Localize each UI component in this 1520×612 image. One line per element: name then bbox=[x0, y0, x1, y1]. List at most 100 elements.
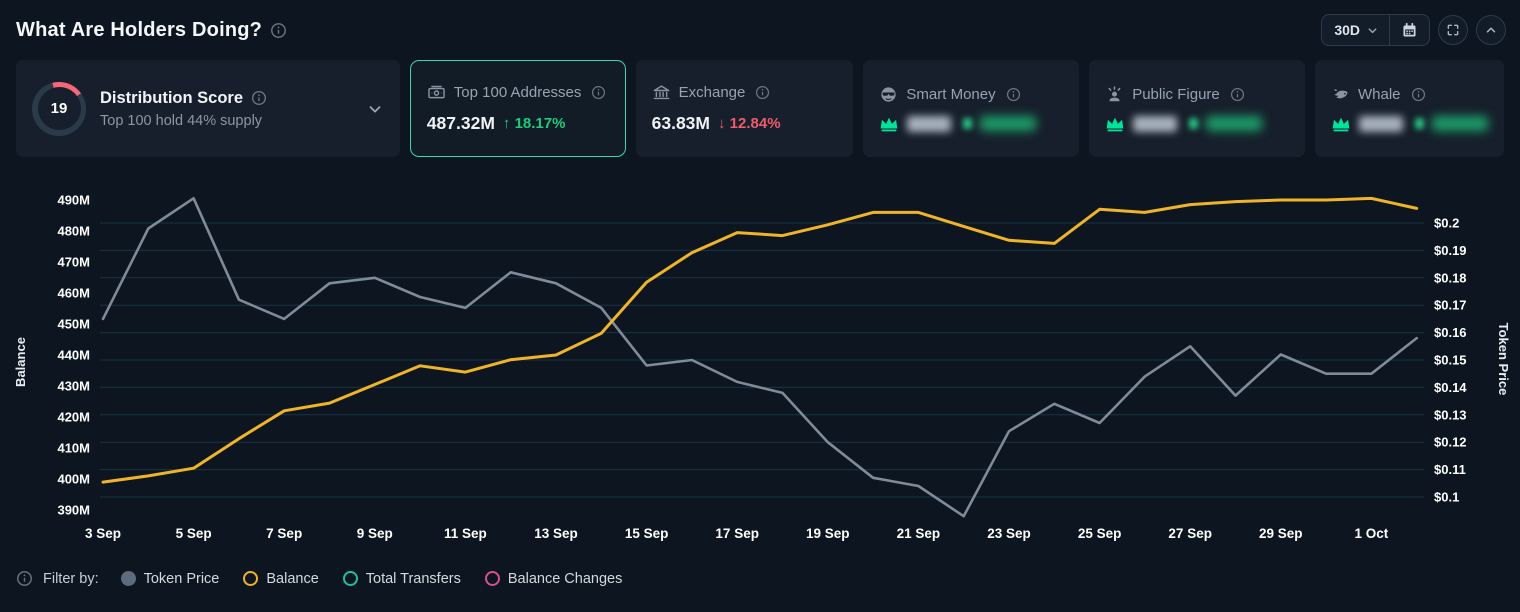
right-axis-tick: $0.11 bbox=[1434, 462, 1466, 477]
card-label: Public Figure bbox=[1132, 86, 1220, 103]
time-range-pill: 30D bbox=[1321, 14, 1430, 46]
card-label: Smart Money bbox=[906, 86, 996, 103]
distribution-text: Distribution Score Top 100 hold 44% supp… bbox=[100, 89, 267, 129]
legend-item-total-transfers[interactable]: Total Transfers bbox=[342, 571, 461, 587]
legend-dot-icon bbox=[120, 571, 136, 586]
card-top100-addresses[interactable]: Top 100 Addresses 487.32M ↑ 18.17% bbox=[409, 60, 626, 157]
card-label: Exchange bbox=[678, 84, 746, 101]
blurred-value bbox=[1359, 115, 1403, 132]
right-axis-tick: $0.18 bbox=[1434, 270, 1467, 285]
x-axis-tick: 3 Sep bbox=[85, 526, 121, 541]
card-distribution-score[interactable]: 19 Distribution Score Top 100 hold 44% s… bbox=[16, 60, 400, 157]
card-whale[interactable]: Whale bbox=[1315, 60, 1504, 157]
right-axis-tick: $0.1 bbox=[1434, 490, 1459, 505]
crown-icon bbox=[1332, 117, 1350, 132]
left-axis-tick: 470M bbox=[57, 255, 90, 270]
right-axis-tick: $0.14 bbox=[1434, 380, 1467, 395]
left-axis-tick: 490M bbox=[57, 193, 90, 208]
x-axis-tick: 19 Sep bbox=[806, 526, 850, 541]
time-range-dropdown[interactable]: 30D bbox=[1322, 22, 1389, 38]
right-axis-tick: $0.17 bbox=[1434, 298, 1467, 313]
page-title: What Are Holders Doing? bbox=[16, 18, 263, 41]
right-axis-tick: $0.13 bbox=[1434, 407, 1467, 422]
info-icon[interactable] bbox=[1006, 87, 1021, 102]
info-icon[interactable] bbox=[1230, 87, 1245, 102]
fullscreen-icon bbox=[1447, 24, 1459, 36]
x-axis-tick: 11 Sep bbox=[444, 526, 487, 541]
legend-radio-icon bbox=[243, 571, 259, 586]
legend-item-token-price[interactable]: Token Price bbox=[120, 570, 220, 587]
calendar-icon bbox=[1403, 22, 1416, 37]
x-axis-tick: 7 Sep bbox=[266, 526, 302, 541]
x-axis-tick: 9 Sep bbox=[357, 526, 393, 541]
card-smart-money[interactable]: Smart Money bbox=[863, 60, 1080, 157]
legend-radio-icon bbox=[484, 571, 500, 586]
change-down: ↓ 12.84% bbox=[718, 115, 781, 132]
x-axis-tick: 17 Sep bbox=[715, 526, 759, 541]
right-axis-tick: $0.16 bbox=[1434, 325, 1467, 340]
down-arrow-icon: ↓ bbox=[718, 115, 726, 132]
left-axis-tick: 430M bbox=[57, 379, 90, 394]
legend-item-balance-changes[interactable]: Balance Changes bbox=[484, 570, 623, 587]
left-axis-tick: 410M bbox=[57, 441, 90, 456]
blurred-value bbox=[1133, 115, 1178, 132]
card-value: 63.83M bbox=[651, 113, 710, 133]
blurred-change-arrow bbox=[963, 118, 973, 129]
card-label: Top 100 Addresses bbox=[453, 84, 582, 101]
info-icon[interactable] bbox=[591, 85, 606, 100]
info-icon[interactable] bbox=[16, 570, 33, 587]
holders-chart[interactable]: $0.2 $0.19 $0.18 $0.17 $0.16 $0.15 $0.14 $0.13 $… bbox=[0, 172, 1520, 552]
left-axis-tick: 460M bbox=[57, 286, 90, 301]
change-up: ↑ 18.17% bbox=[502, 115, 566, 132]
header: What Are Holders Doing? 30D bbox=[0, 0, 1520, 58]
blurred-change-arrow bbox=[1189, 118, 1199, 129]
card-value: 487.32M bbox=[426, 113, 495, 133]
card-public-figure[interactable]: Public Figure bbox=[1089, 60, 1305, 157]
blurred-value bbox=[907, 115, 952, 132]
legend-label: Balance Changes bbox=[507, 570, 623, 587]
chevron-down-icon bbox=[1368, 27, 1377, 33]
right-axis-tick: $0.2 bbox=[1434, 216, 1459, 231]
crown-icon bbox=[881, 117, 898, 132]
holders-chart-svg[interactable]: $0.2 $0.19 $0.18 $0.17 $0.16 $0.15 $0.14 $0.13 $… bbox=[0, 172, 1520, 552]
time-range-value: 30D bbox=[1334, 22, 1360, 38]
legend-items: Token Price Balance Total Transfers Balance… bbox=[120, 570, 623, 587]
info-icon[interactable] bbox=[251, 90, 267, 106]
info-icon[interactable] bbox=[755, 85, 770, 100]
chevron-down-icon[interactable] bbox=[366, 100, 384, 118]
x-axis-tick: 23 Sep bbox=[987, 526, 1031, 541]
card-label: Whale bbox=[1358, 86, 1401, 103]
collapse-button[interactable] bbox=[1476, 15, 1506, 45]
smart-money-icon bbox=[881, 87, 897, 102]
x-axis-tick: 27 Sep bbox=[1168, 526, 1212, 541]
public-figure-icon bbox=[1108, 86, 1121, 102]
legend-label: Token Price bbox=[143, 570, 220, 587]
info-icon[interactable] bbox=[270, 22, 287, 39]
x-axis-tick: 21 Sep bbox=[897, 526, 941, 541]
filter-bar: Filter by: Token Price Balance Total Trans… bbox=[0, 570, 1520, 587]
token-price-line bbox=[101, 196, 1418, 518]
left-axis-tick: 440M bbox=[57, 348, 90, 363]
x-axis-tick: 29 Sep bbox=[1259, 526, 1303, 541]
legend-item-balance[interactable]: Balance bbox=[243, 571, 319, 587]
x-axis-tick: 5 Sep bbox=[176, 526, 212, 541]
up-arrow-icon: ↑ bbox=[502, 115, 511, 132]
stat-cards-row: 19 Distribution Score Top 100 hold 44% s… bbox=[16, 60, 1504, 157]
distribution-subtitle: Top 100 hold 44% supply bbox=[100, 112, 263, 129]
right-axis-tick: $0.19 bbox=[1434, 243, 1467, 258]
right-axis-tick: $0.15 bbox=[1434, 353, 1467, 368]
blurred-change bbox=[980, 116, 1037, 131]
info-icon[interactable] bbox=[1411, 87, 1426, 102]
crown-icon bbox=[1106, 117, 1124, 132]
x-axis-tick: 15 Sep bbox=[625, 526, 669, 541]
balance-line bbox=[101, 196, 1419, 484]
left-axis-tick: 400M bbox=[57, 472, 90, 487]
card-exchange[interactable]: Exchange 63.83M ↓ 12.84% bbox=[635, 60, 854, 157]
divider bbox=[1389, 15, 1390, 45]
bank-icon bbox=[653, 85, 669, 100]
right-axis-title: Token Price bbox=[1496, 323, 1511, 396]
blurred-change-arrow bbox=[1415, 118, 1424, 129]
fullscreen-button[interactable] bbox=[1438, 15, 1468, 45]
calendar-button[interactable] bbox=[1390, 22, 1429, 39]
left-axis-title: Balance bbox=[13, 337, 28, 387]
